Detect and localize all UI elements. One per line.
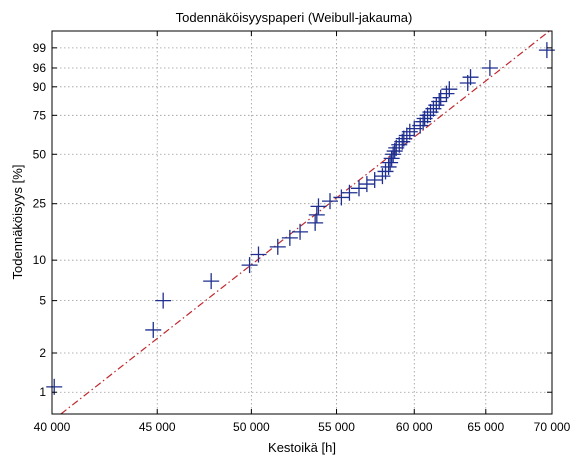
x-tick-label: 40 000 [34, 420, 71, 434]
x-axis-ticks: 40 000 45 000 50 000 55 000 60 000 65 000 70 0… [34, 31, 571, 434]
data-point-marker [481, 59, 498, 76]
y-tick-label: 50 [33, 147, 47, 161]
data-point-marker [350, 180, 367, 197]
fit-line-layer [60, 30, 550, 415]
data-point-marker [388, 139, 405, 156]
y-tick-label: 75 [33, 108, 47, 122]
y-tick-label: 99 [33, 41, 47, 55]
x-tick-label: 60 000 [396, 420, 433, 434]
y-tick-label: 2 [39, 346, 46, 360]
data-point-marker [377, 163, 394, 180]
x-tick-label: 45 000 [139, 420, 176, 434]
x-tick-label: 70 000 [534, 420, 571, 434]
data-point-marker [401, 123, 418, 140]
data-point-marker [155, 292, 172, 309]
data-point-marker [333, 189, 350, 206]
fit-line [60, 30, 550, 415]
data-point-marker [366, 172, 383, 189]
data-point-marker [438, 85, 455, 102]
y-axis-label: Todennäköisyys [%] [10, 165, 25, 280]
data-point-marker [292, 223, 309, 240]
data-point-marker [380, 158, 397, 175]
y-tick-label: 96 [33, 61, 47, 75]
data-point-marker [374, 168, 391, 185]
data-point-marker [307, 214, 324, 231]
chart-title: Todennäköisyyspaperi (Weibull-jakauma) [176, 10, 413, 25]
data-point-marker [398, 127, 415, 144]
data-point-marker [386, 143, 403, 160]
data-point-marker [269, 238, 286, 255]
plot-area-frame [51, 30, 553, 415]
data-point-marker [394, 133, 411, 150]
data-point-marker [431, 93, 448, 110]
grid-lines [52, 31, 552, 414]
data-point-marker [341, 184, 358, 201]
data-point-marker [383, 150, 400, 167]
data-point-marker [241, 257, 258, 274]
data-point-marker [428, 97, 445, 114]
data-point-marker [358, 176, 375, 193]
x-tick-label: 55 000 [318, 420, 355, 434]
y-tick-label: 90 [33, 80, 47, 94]
data-point-marker [250, 246, 267, 263]
y-tick-label: 1 [39, 385, 46, 399]
data-point-marker [415, 113, 432, 130]
y-tick-label: 5 [39, 294, 46, 308]
data-point-marker [203, 273, 220, 290]
data-point-marker [310, 198, 327, 215]
data-point-marker [385, 146, 402, 163]
data-point-marker [412, 117, 429, 134]
data-point-marker [322, 193, 339, 210]
data-point-marker [441, 81, 458, 98]
x-tick-label: 50 000 [233, 420, 270, 434]
data-points [46, 42, 555, 395]
x-axis-label: Kestoikä [h] [268, 440, 336, 455]
data-point-marker [145, 321, 162, 338]
data-point-marker [395, 130, 412, 147]
data-point-marker [382, 154, 399, 171]
data-point-marker [281, 229, 298, 246]
data-point-marker [391, 136, 408, 153]
x-tick-label: 65 000 [467, 420, 504, 434]
data-point-marker [462, 69, 479, 86]
y-tick-label: 10 [33, 253, 47, 267]
y-tick-label: 25 [33, 197, 47, 211]
data-point-marker [308, 206, 325, 223]
